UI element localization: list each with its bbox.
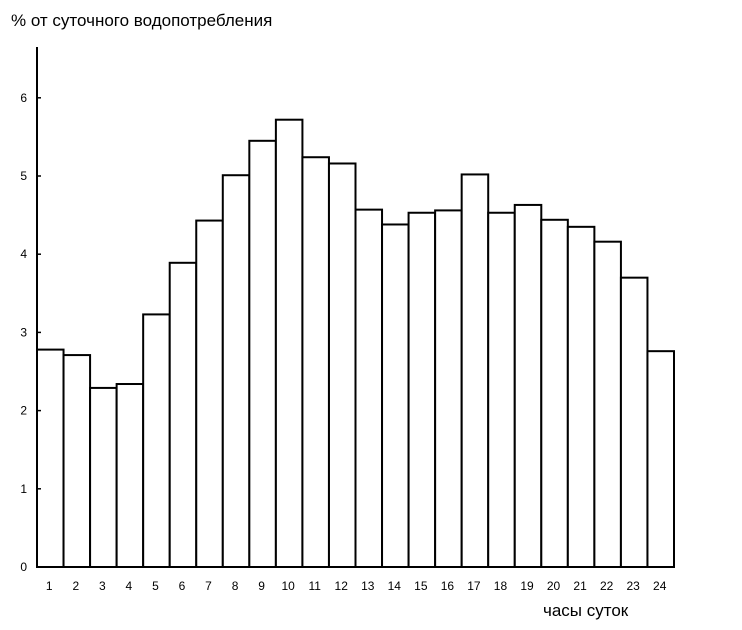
x-tick-label-2: 2 <box>72 579 79 593</box>
x-tick-label-4: 4 <box>126 579 133 593</box>
x-tick-label-5: 5 <box>152 579 159 593</box>
x-axis-label: часы суток <box>543 601 629 620</box>
x-tick-label-9: 9 <box>258 579 265 593</box>
x-tick-label-21: 21 <box>573 579 587 593</box>
y-tick-label-2: 2 <box>20 404 27 418</box>
bar-hour-1 <box>36 348 65 568</box>
x-tick-label-19: 19 <box>520 579 534 593</box>
bar-hour-17 <box>460 173 490 568</box>
bar-hour-24 <box>646 350 676 569</box>
bar-hour-11 <box>301 156 330 568</box>
y-tick-label-4: 4 <box>20 247 27 261</box>
x-tick-label-11: 11 <box>308 579 321 593</box>
x-tick-label-6: 6 <box>179 579 186 593</box>
bar-hour-16 <box>434 209 463 568</box>
x-tick-label-24: 24 <box>653 579 667 593</box>
bar-hour-9 <box>248 139 277 568</box>
bar-hour-12 <box>327 162 357 569</box>
y-tick-label-3: 3 <box>20 325 27 339</box>
x-tick-label-8: 8 <box>232 579 239 593</box>
bar-hour-5 <box>142 313 171 568</box>
x-tick-label-15: 15 <box>414 579 428 593</box>
bar-hour-18 <box>487 211 516 568</box>
axes-group <box>36 47 674 568</box>
x-tick-label-22: 22 <box>600 579 614 593</box>
bar-hour-7 <box>195 219 224 568</box>
x-tick-label-1: 1 <box>46 579 53 593</box>
bar-hour-22 <box>593 240 622 568</box>
y-tick-label-5: 5 <box>20 169 27 183</box>
bar-hour-6 <box>168 261 198 568</box>
bar-hour-8 <box>221 174 251 568</box>
bar-hour-10 <box>274 118 304 568</box>
bar-hour-20 <box>540 218 569 568</box>
y-tick-label-6: 6 <box>20 91 27 105</box>
x-tick-label-7: 7 <box>205 579 212 593</box>
x-ticks-group: 1 2 3 4 5 6 7 8 9 10 11 12 13 14 15 16 17 18 19 20 21 22 23 24 <box>46 579 667 593</box>
bar-hour-3 <box>89 386 118 569</box>
bar-hour-4 <box>115 383 145 569</box>
x-tick-label-18: 18 <box>494 579 508 593</box>
x-tick-label-13: 13 <box>361 579 375 593</box>
x-tick-label-17: 17 <box>467 579 481 593</box>
x-tick-label-16: 16 <box>441 579 455 593</box>
x-tick-label-10: 10 <box>281 579 295 593</box>
bar-hour-21 <box>566 225 596 569</box>
bar-hour-14 <box>381 223 410 568</box>
y-ticks-group: 0 1 2 3 4 5 6 <box>20 91 41 574</box>
x-tick-label-23: 23 <box>627 579 641 593</box>
y-axis-label: % от суточного водопотребления <box>11 11 272 30</box>
x-tick-label-14: 14 <box>388 579 402 593</box>
bar-hour-15 <box>407 211 437 568</box>
bar-hour-13 <box>354 208 384 568</box>
x-tick-label-20: 20 <box>547 579 561 593</box>
y-tick-label-0: 0 <box>20 560 27 574</box>
bar-hour-2 <box>62 354 92 568</box>
x-tick-label-12: 12 <box>335 579 349 593</box>
bar-hour-19 <box>513 203 543 568</box>
bars-group <box>36 118 676 569</box>
y-tick-label-1: 1 <box>20 482 27 496</box>
x-tick-label-3: 3 <box>99 579 106 593</box>
bar-hour-23 <box>619 276 649 568</box>
